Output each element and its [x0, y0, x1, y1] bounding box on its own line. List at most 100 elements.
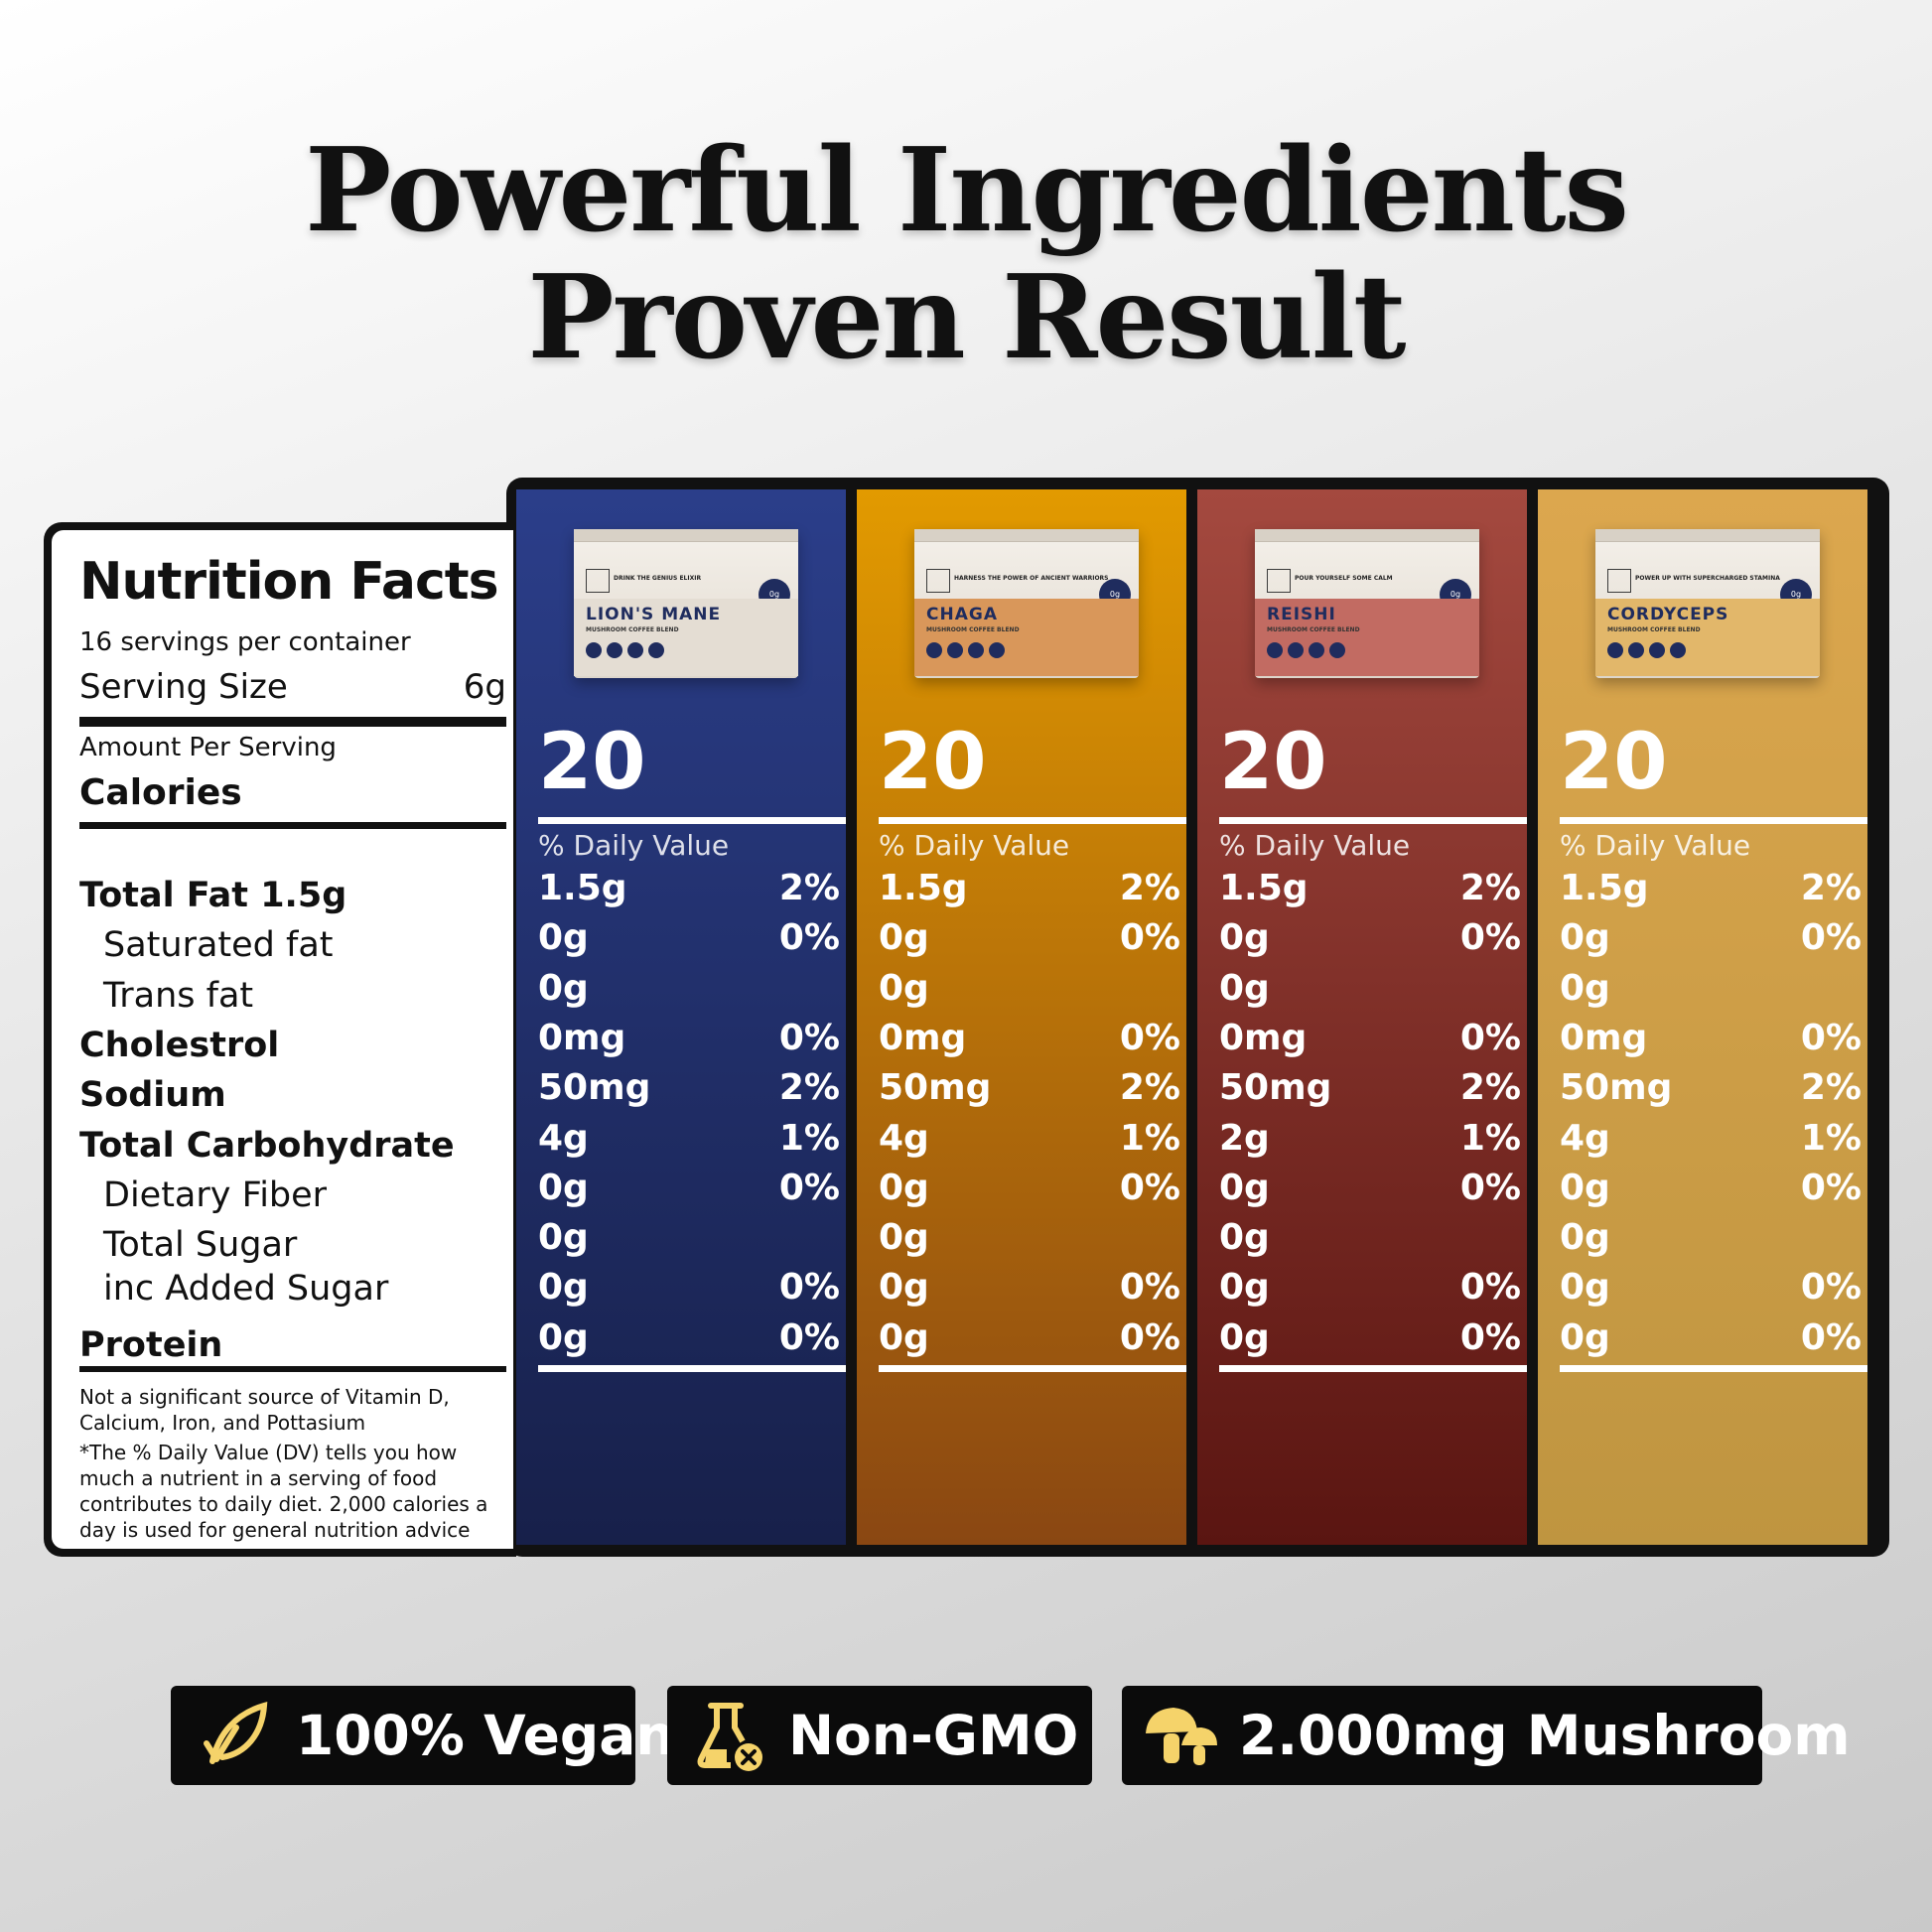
- nutrient-percent: 2%: [1119, 1067, 1180, 1109]
- pouch-feature-icons: [586, 642, 664, 658]
- nutrient-label: inc Added Sugar: [103, 1269, 389, 1310]
- calories-value: 20: [538, 718, 646, 807]
- nutrient-amount: 50mg: [879, 1067, 992, 1109]
- nutrient-percent: 0%: [1119, 1167, 1180, 1208]
- calories-divider: [1219, 817, 1527, 824]
- nutrient-label: Total Sugar: [103, 1225, 298, 1266]
- nutrient-percent: 0%: [1459, 1267, 1521, 1309]
- nutrient-amount: 1.5g: [1219, 868, 1309, 908]
- feature-dot-icon: [1649, 642, 1665, 658]
- pouch-tagline: HARNESS THE POWER OF ANCIENT WARRIORS: [954, 575, 1109, 582]
- nutrient-percent: 0%: [1459, 1316, 1521, 1358]
- nutrient-amount: 50mg: [1560, 1067, 1673, 1109]
- pouch-zip: [914, 529, 1139, 542]
- brand-logo-icon: [1607, 569, 1631, 593]
- thick-divider: [79, 717, 506, 727]
- nutrient-amount: 0g: [1219, 1267, 1270, 1309]
- flask-x-icon: [697, 1703, 762, 1771]
- nutrient-amount: 0g: [1219, 1167, 1270, 1208]
- nutrient-percent: 2%: [1459, 868, 1521, 908]
- leaf-check-icon: [204, 1701, 268, 1764]
- feature-dot-icon: [1267, 642, 1283, 658]
- pouch-color-band: [1595, 599, 1820, 676]
- nutrient-amount: 1.5g: [1560, 868, 1649, 908]
- pouch-tagline: POWER UP WITH SUPERCHARGED STAMINA: [1635, 575, 1780, 582]
- nutrient-percent: 1%: [1459, 1117, 1521, 1159]
- nutrient-amount: 0g: [1560, 917, 1610, 959]
- nutrient-amount: 0mg: [879, 1017, 967, 1058]
- nutrient-amount: 0g: [1560, 1316, 1610, 1358]
- nutrient-percent: 0%: [1800, 1167, 1862, 1208]
- feature-dot-icon: [648, 642, 664, 658]
- nutrient-percent: 0%: [778, 1267, 840, 1309]
- nutrient-amount: 4g: [879, 1117, 929, 1159]
- nutrient-amount: 0g: [1560, 967, 1610, 1009]
- pouch-zip: [1595, 529, 1820, 542]
- pouch-product-name: REISHI: [1267, 605, 1336, 624]
- daily-value-header: % Daily Value: [1219, 829, 1411, 862]
- nutrient-label: Protein: [79, 1324, 223, 1365]
- nutrient-amount: 1.5g: [538, 868, 627, 908]
- servings-per-container: 16 servings per container: [79, 627, 411, 657]
- feature-dot-icon: [1309, 642, 1324, 658]
- badge-vegan-label: 100% Vegan: [296, 1704, 675, 1767]
- nutrient-label: Saturated fat: [103, 925, 334, 966]
- pouch-product-name: LION'S MANE: [586, 605, 722, 624]
- nutrient-percent: 1%: [1119, 1117, 1180, 1159]
- nutrient-amount: 4g: [1560, 1117, 1610, 1159]
- nutrient-percent: 0%: [1459, 917, 1521, 959]
- pouch-zip: [574, 529, 798, 542]
- calories-divider: [879, 817, 1186, 824]
- feature-dot-icon: [1607, 642, 1623, 658]
- pouch-subtitle: MUSHROOM COFFEE BLEND: [1267, 626, 1360, 633]
- nutrient-percent: 2%: [1800, 1067, 1862, 1109]
- nutrient-label: Cholestrol: [79, 1025, 280, 1065]
- nutrient-percent: 0%: [1800, 1316, 1862, 1358]
- calories-divider: [1560, 817, 1867, 824]
- nutrient-amount: 0g: [1219, 1316, 1270, 1358]
- feature-dot-icon: [989, 642, 1005, 658]
- pouch-feature-icons: [1267, 642, 1345, 658]
- nutrient-percent: 1%: [1800, 1117, 1862, 1159]
- pouch-subtitle: MUSHROOM COFFEE BLEND: [926, 626, 1020, 633]
- nutrient-amount: 0g: [879, 1267, 929, 1309]
- nutrient-label: Trans fat: [103, 975, 254, 1016]
- footnote-minerals: Not a significant source of Vitamin D, C…: [79, 1385, 450, 1435]
- footnote-daily-value: *The % Daily Value (DV) tells you how mu…: [79, 1441, 488, 1542]
- nutrient-amount: 0g: [879, 967, 929, 1009]
- nutrient-percent: 0%: [778, 917, 840, 959]
- nutrient-percent: 2%: [1119, 868, 1180, 908]
- nutrient-amount: 0mg: [538, 1017, 626, 1058]
- nutrient-amount: 0g: [538, 1167, 589, 1208]
- nutrient-amount: 50mg: [1219, 1067, 1332, 1109]
- feature-dot-icon: [1288, 642, 1304, 658]
- badge-vegan: 100% Vegan: [171, 1686, 675, 1785]
- amount-per-serving: Amount Per Serving: [79, 733, 337, 762]
- pouch-product-name: CORDYCEPS: [1607, 605, 1729, 624]
- pouch-subtitle: MUSHROOM COFFEE BLEND: [586, 626, 679, 633]
- headline-line-1: Powerful Ingredients: [305, 123, 1629, 258]
- nutrient-percent: 0%: [1119, 1017, 1180, 1058]
- feature-dot-icon: [607, 642, 622, 658]
- serving-size-label: Serving Size: [79, 667, 288, 707]
- badge-non-gmo-label: Non-GMO: [788, 1704, 1079, 1767]
- footer-divider: [79, 1366, 506, 1372]
- bottom-divider: [1560, 1365, 1867, 1372]
- nutrient-amount: 0g: [879, 1167, 929, 1208]
- feature-dot-icon: [947, 642, 963, 658]
- nutrient-amount: 0g: [879, 1217, 929, 1259]
- feature-dot-icon: [926, 642, 942, 658]
- nutrient-percent: 0%: [1459, 1017, 1521, 1058]
- brand-logo-icon: [1267, 569, 1291, 593]
- feature-dot-icon: [1670, 642, 1686, 658]
- pouch-tagline: POUR YOURSELF SOME CALM: [1295, 575, 1393, 582]
- pouch-product-name: CHAGA: [926, 605, 998, 624]
- nutrient-amount: 0g: [1219, 967, 1270, 1009]
- product-column: HARNESS THE POWER OF ANCIENT WARRIORS 0g …: [857, 489, 1186, 1545]
- nutrient-amount: 0g: [879, 917, 929, 959]
- calories-label: Calories: [79, 772, 242, 813]
